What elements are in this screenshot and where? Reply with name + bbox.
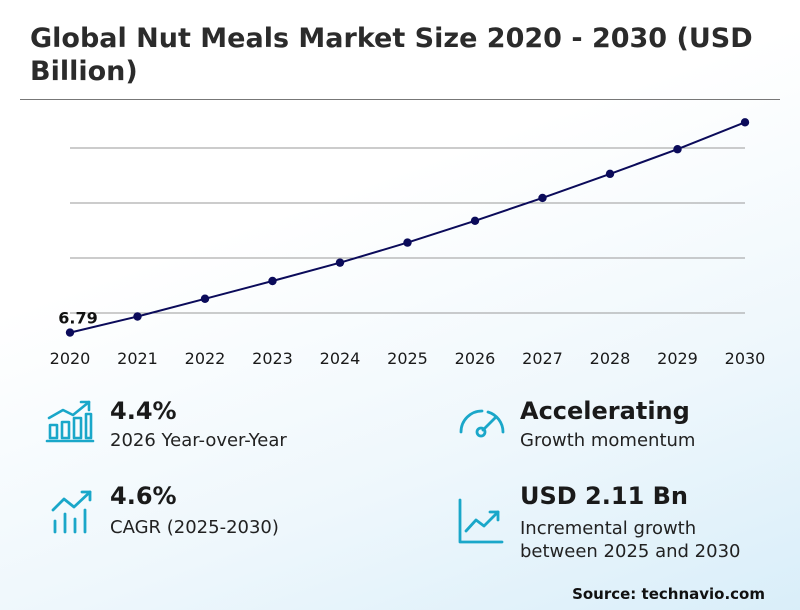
data-point-2023 (268, 276, 277, 286)
series-line (69, 121, 746, 334)
data-point-2021 (133, 312, 142, 321)
series-polyline (69, 121, 746, 334)
trend-bars-icon (51, 490, 92, 534)
x-tick-2023: 2023 (252, 349, 293, 368)
stat-value: 4.6% (110, 482, 177, 510)
data-point-2028 (605, 169, 615, 179)
x-tick-2030: 2030 (725, 349, 766, 368)
trend-chart-icon (458, 498, 504, 544)
data-point-2022 (200, 294, 210, 303)
x-tick-labels: 2020 2021 2022 2023 2024 2025 2026 2027 2028 2029… (50, 349, 766, 368)
gauge-icon (459, 409, 505, 438)
data-label-2020: 6.79 (58, 309, 97, 328)
x-tick-2024: 2024 (320, 349, 361, 368)
source-credit: Source: technavio.com (572, 585, 765, 603)
x-tick-2021: 2021 (117, 349, 158, 368)
x-tick-2026: 2026 (455, 349, 496, 368)
x-tick-2028: 2028 (590, 349, 631, 368)
data-points (65, 118, 750, 337)
data-labels: 6.79 (58, 309, 97, 328)
gridlines (70, 147, 745, 314)
data-point-2025 (403, 238, 412, 247)
bar-growth-icon (45, 400, 95, 443)
stat-label: Growth momentum (520, 430, 696, 451)
data-point-2029 (673, 145, 682, 154)
x-tick-2029: 2029 (657, 349, 698, 368)
x-tick-2025: 2025 (387, 349, 428, 368)
stat-value: USD 2.11 Bn (520, 482, 688, 510)
stat-value: Accelerating (520, 397, 690, 425)
stat-label-line-1: Incremental growth (520, 518, 697, 539)
data-point-2030 (740, 118, 750, 127)
data-point-2027 (538, 193, 547, 203)
stat-value: 4.4% (110, 397, 177, 425)
x-tick-2027: 2027 (522, 349, 563, 368)
chart-title: Global Nut Meals Market Size 2020 - 2030… (30, 23, 753, 87)
title-divider (20, 99, 780, 100)
stat-label: CAGR (2025-2030) (110, 517, 279, 538)
data-point-2024 (335, 258, 345, 267)
stat-label: 2026 Year-over-Year (110, 430, 287, 451)
data-point-2026 (470, 216, 480, 226)
data-point-2020 (65, 328, 75, 337)
line-chart: 2020 2021 2022 2023 2024 2025 2026 2027 2028 2029… (50, 118, 766, 368)
x-tick-2020: 2020 (50, 349, 91, 368)
stat-label-line-2: between 2025 and 2030 (520, 541, 741, 562)
x-tick-2022: 2022 (185, 349, 226, 368)
